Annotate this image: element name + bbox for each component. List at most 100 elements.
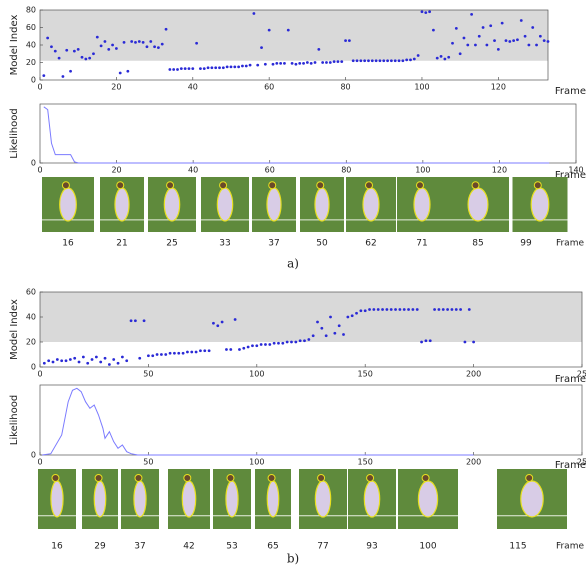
player-head [421, 474, 430, 482]
data-point [114, 47, 118, 50]
player-head [316, 181, 325, 190]
data-point [359, 309, 363, 313]
data-point [107, 47, 111, 51]
thumbnail [100, 177, 144, 232]
data-point [86, 361, 90, 365]
likelihood-line [42, 387, 474, 456]
data-point [84, 57, 88, 61]
x-tick-label: 120 [492, 166, 507, 175]
player [266, 187, 282, 222]
data-point [324, 334, 328, 338]
data-point [415, 308, 419, 311]
data-point [405, 58, 409, 62]
data-point [151, 354, 155, 358]
data-point [538, 34, 542, 38]
y-axis-title: Model Index [9, 299, 20, 360]
data-point [294, 340, 298, 344]
player [417, 480, 439, 518]
data-point [80, 55, 84, 59]
data-point [317, 47, 321, 51]
thumbnail [42, 177, 94, 232]
frame-number: 100 [419, 542, 436, 552]
data-point [199, 349, 202, 353]
y-tick-label: 80 [26, 6, 36, 15]
data-point [474, 43, 477, 47]
x-tick-label: 100 [249, 458, 264, 467]
frame-label: Frame [556, 542, 585, 552]
thumbnail [497, 469, 567, 529]
data-point [346, 315, 350, 319]
data-point [320, 326, 324, 330]
data-point [221, 66, 225, 70]
data-point [386, 59, 389, 63]
player-head [525, 474, 534, 482]
data-point [307, 338, 311, 341]
player [314, 187, 330, 222]
data-point [512, 39, 516, 43]
likelihood-line [43, 106, 550, 164]
data-point [212, 321, 215, 325]
data-point [332, 60, 336, 64]
data-point [172, 68, 176, 71]
player-head [219, 181, 228, 190]
x-tick-label: 0 [37, 166, 42, 175]
data-point [42, 74, 46, 78]
data-point [126, 69, 130, 73]
player-head [134, 474, 143, 482]
data-point [61, 75, 65, 78]
player-head [226, 474, 235, 482]
player [314, 480, 332, 518]
data-point [246, 345, 250, 349]
thumbnail [252, 177, 296, 232]
data-point [147, 354, 150, 358]
data-point [439, 54, 443, 58]
data-point [264, 343, 267, 346]
player [520, 480, 544, 518]
x-tick-label: 0 [37, 370, 42, 379]
data-point [546, 40, 550, 43]
data-point [137, 40, 141, 43]
data-point [160, 353, 163, 356]
x-tick-label: 140 [568, 166, 583, 175]
data-point [145, 45, 149, 49]
data-point [244, 64, 248, 68]
thumbnail [397, 177, 447, 232]
player [362, 187, 380, 222]
frame-number: 21 [116, 239, 127, 249]
data-point [77, 360, 81, 364]
data-point [402, 308, 406, 311]
data-point [46, 36, 50, 40]
data-point [57, 56, 61, 60]
y-tick-label: 60 [26, 288, 36, 297]
data-point [275, 61, 279, 65]
data-point [255, 344, 259, 348]
x-tick-label: 80 [340, 83, 350, 92]
data-point [233, 65, 237, 69]
data-point [542, 39, 546, 43]
data-point [225, 65, 229, 69]
data-point [441, 308, 445, 311]
data-point [527, 43, 531, 47]
data-point [424, 11, 428, 15]
data-point [116, 361, 120, 365]
data-point [260, 46, 263, 50]
data-point [303, 339, 306, 343]
data-point [416, 54, 420, 57]
data-point [467, 308, 471, 311]
data-point [382, 59, 386, 63]
data-point [493, 39, 496, 43]
data-point [472, 340, 475, 344]
player-head [94, 474, 103, 482]
x-tick-label: 60 [265, 166, 275, 175]
data-point [214, 66, 218, 70]
data-point [437, 308, 441, 311]
data-point [285, 340, 289, 344]
panel-caption: a) [287, 257, 299, 271]
data-point [168, 68, 172, 71]
data-point [516, 38, 519, 42]
x-tick-label: 80 [341, 166, 351, 175]
thumbnail [299, 469, 347, 529]
data-point [68, 358, 72, 361]
data-point [206, 66, 210, 70]
data-point [271, 62, 275, 66]
